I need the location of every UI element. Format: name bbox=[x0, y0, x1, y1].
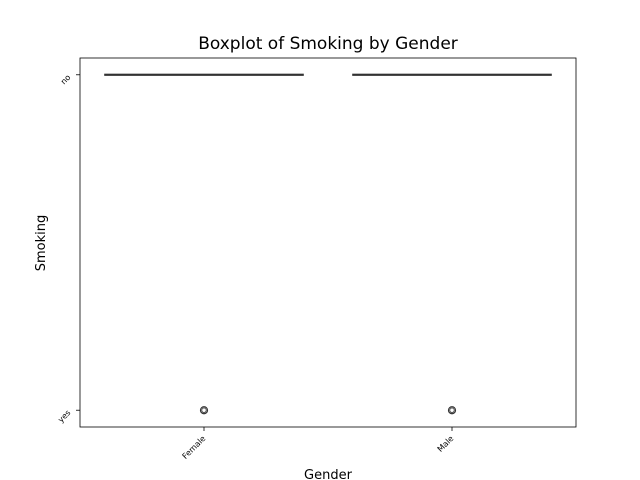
chart-title: Boxplot of Smoking by Gender bbox=[198, 34, 458, 54]
outlier-point bbox=[201, 407, 207, 413]
outlier-point bbox=[447, 406, 457, 415]
y-axis-label: Smoking bbox=[34, 215, 49, 272]
x-axis-label: Gender bbox=[304, 468, 353, 480]
outlier-point bbox=[449, 407, 455, 413]
outlier-point bbox=[199, 406, 209, 415]
plot-area bbox=[104, 73, 552, 415]
plot-frame bbox=[79, 57, 577, 428]
